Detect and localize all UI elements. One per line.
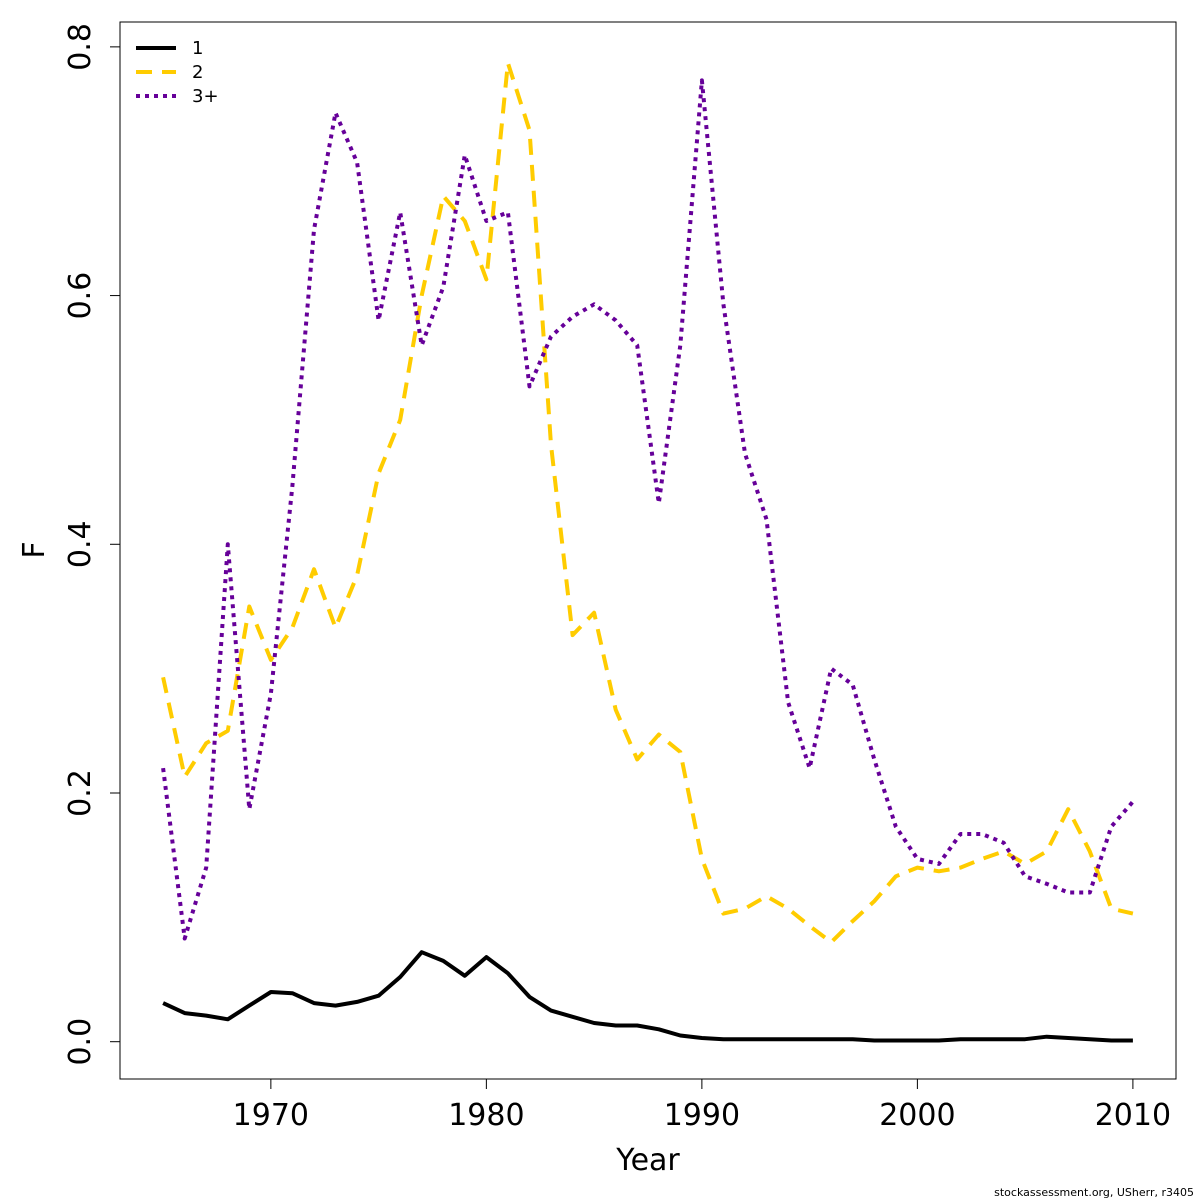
legend-label-1: 1 — [192, 38, 203, 59]
y-tick-label: 0.4 — [63, 520, 98, 568]
series-layer — [161, 61, 1135, 1043]
legend-label-3: 3+ — [192, 86, 219, 107]
x-tick-label: 1980 — [448, 1098, 524, 1133]
credit-text: stockassessment.org, USherr, r3405 — [994, 1186, 1194, 1199]
y-tick-label: 0.8 — [63, 23, 98, 71]
legend: 1 2 3+ — [136, 38, 219, 107]
series-line-1 — [162, 950, 1133, 1043]
x-tick-label: 1990 — [664, 1098, 740, 1133]
series-line-2 — [161, 61, 1134, 945]
y-tick-label: 0.2 — [63, 769, 98, 817]
x-axis-title: Year — [615, 1143, 680, 1178]
series-line-3 — [161, 78, 1135, 941]
legend-label-2: 2 — [192, 62, 203, 83]
x-tick-label: 2010 — [1095, 1098, 1171, 1133]
x-tick-label: 2000 — [879, 1098, 955, 1133]
x-axis: 1970 1980 1990 2000 2010 — [233, 1078, 1171, 1133]
plot-frame — [119, 21, 1177, 1080]
y-tick-label: 0.0 — [63, 1018, 98, 1066]
y-axis: 0.0 0.2 0.4 0.6 0.8 — [63, 23, 121, 1066]
y-tick-label: 0.6 — [63, 272, 98, 320]
y-axis-title: F — [17, 541, 52, 558]
x-tick-label: 1970 — [233, 1098, 309, 1133]
